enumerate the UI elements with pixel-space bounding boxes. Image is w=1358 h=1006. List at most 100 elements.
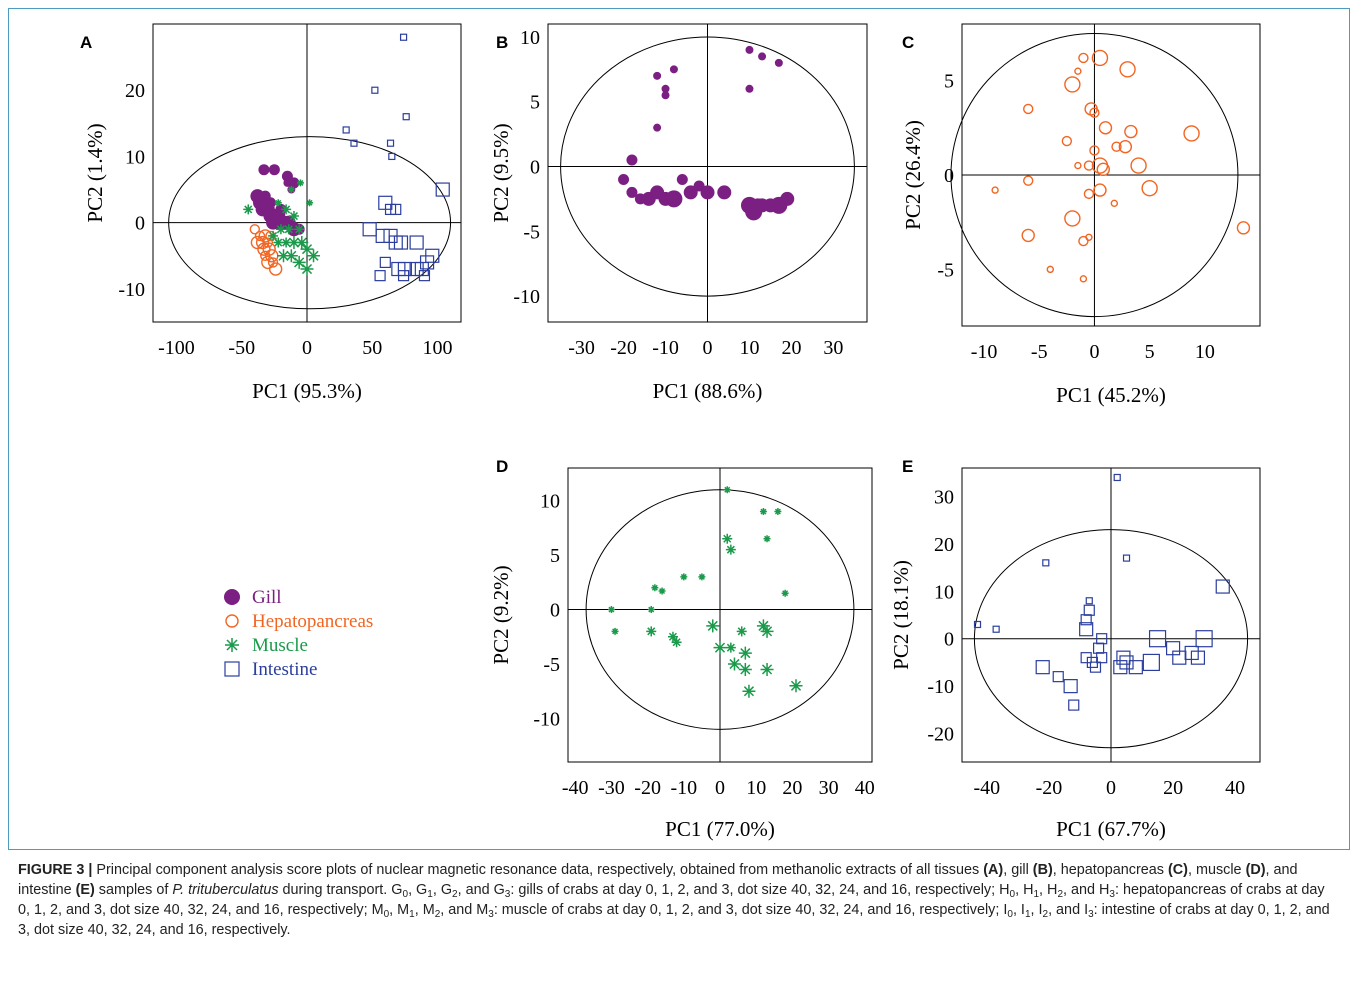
data-point bbox=[1183, 125, 1200, 142]
data-point bbox=[295, 236, 309, 250]
y-tick-label: 10 bbox=[934, 581, 954, 603]
x-tick-label: 0 bbox=[1089, 341, 1099, 363]
data-point bbox=[1080, 652, 1092, 664]
data-point bbox=[397, 270, 410, 282]
data-point bbox=[1078, 235, 1089, 247]
data-point bbox=[1063, 679, 1078, 694]
data-point bbox=[281, 204, 292, 215]
legend-intestine-icon bbox=[224, 661, 240, 677]
y-tick-label: 10 bbox=[125, 146, 145, 168]
y-tick-label: 0 bbox=[944, 165, 954, 187]
data-point bbox=[738, 662, 752, 676]
x-axis-label: PC1 (67.7%) bbox=[1056, 817, 1166, 841]
data-point bbox=[1089, 145, 1100, 156]
series-gill bbox=[250, 164, 305, 237]
data-point bbox=[758, 52, 767, 61]
data-point bbox=[1089, 107, 1100, 118]
y-tick-label: 5 bbox=[550, 545, 560, 567]
legend-gill-icon bbox=[224, 589, 240, 605]
data-point bbox=[1074, 161, 1082, 170]
data-point bbox=[661, 84, 670, 93]
data-point bbox=[698, 573, 706, 581]
data-point bbox=[399, 33, 408, 41]
data-point bbox=[653, 71, 662, 80]
data-point bbox=[646, 626, 657, 637]
data-point bbox=[1118, 139, 1133, 154]
data-point bbox=[667, 631, 678, 642]
data-point bbox=[700, 185, 715, 200]
x-tick-label: 5 bbox=[1145, 341, 1155, 363]
data-point bbox=[789, 679, 803, 693]
data-point bbox=[756, 619, 770, 633]
y-tick-label: -10 bbox=[533, 708, 560, 730]
data-point bbox=[1078, 52, 1089, 64]
panel-b: B -30 -20 -10 0 10 20 30 -10 -5 0 5 10 PC1 (88.6%) PC2… bbox=[489, 23, 868, 403]
data-point bbox=[1190, 650, 1206, 665]
y-tick-label: -10 bbox=[513, 286, 540, 308]
panel-label: A bbox=[80, 33, 92, 52]
data-point bbox=[1079, 275, 1088, 283]
data-point bbox=[676, 173, 688, 185]
data-point bbox=[607, 606, 615, 614]
data-point bbox=[680, 573, 688, 581]
data-point bbox=[626, 186, 638, 198]
x-tick-label: 0 bbox=[715, 777, 725, 799]
data-point bbox=[725, 544, 736, 555]
data-point bbox=[283, 224, 294, 235]
data-point bbox=[1042, 559, 1050, 567]
x-axis-label: PC1 (88.6%) bbox=[653, 379, 763, 403]
data-point bbox=[307, 249, 321, 263]
data-point bbox=[781, 589, 789, 597]
data-point bbox=[1130, 157, 1147, 174]
data-point bbox=[723, 486, 731, 494]
legend-muscle-icon bbox=[225, 638, 239, 652]
series-intestine bbox=[342, 33, 450, 282]
confidence-ellipse bbox=[973, 529, 1249, 749]
y-tick-label: 10 bbox=[540, 491, 560, 513]
x-tick-label: 30 bbox=[819, 777, 839, 799]
panel-e: E -40 -20 0 20 40 -20 -10 0 10 20 30 PC1 (67.7%) PC2 … bbox=[889, 457, 1261, 841]
y-axis-label: PC2 (1.4%) bbox=[83, 123, 107, 222]
data-point bbox=[992, 625, 1000, 633]
data-point bbox=[774, 58, 783, 67]
x-tick-label: 10 bbox=[746, 777, 766, 799]
data-point bbox=[738, 646, 752, 660]
data-point bbox=[1096, 162, 1110, 177]
x-tick-label: -10 bbox=[670, 777, 697, 799]
y-tick-label: -10 bbox=[927, 676, 954, 698]
data-point bbox=[1111, 141, 1122, 152]
data-point bbox=[1116, 650, 1131, 665]
data-point bbox=[287, 236, 301, 250]
data-point bbox=[254, 230, 266, 242]
x-tick-label: -50 bbox=[228, 337, 255, 359]
data-point bbox=[722, 533, 733, 544]
x-tick-label: -20 bbox=[634, 777, 661, 799]
data-point bbox=[393, 235, 409, 250]
data-point bbox=[1023, 175, 1034, 186]
data-point bbox=[300, 242, 314, 256]
data-point bbox=[388, 152, 396, 161]
x-tick-label: -5 bbox=[1031, 341, 1048, 363]
x-tick-label: -100 bbox=[158, 337, 195, 359]
y-tick-label: 0 bbox=[135, 213, 145, 235]
data-point bbox=[1093, 183, 1107, 197]
data-point bbox=[288, 211, 299, 222]
y-tick-label: 30 bbox=[934, 486, 954, 508]
data-point bbox=[1052, 671, 1064, 683]
data-point bbox=[661, 91, 670, 100]
data-point bbox=[1023, 103, 1034, 115]
data-point bbox=[647, 606, 655, 614]
legend: Gill Hepatopancreas Muscle Intestine bbox=[224, 587, 373, 680]
data-point bbox=[243, 204, 254, 215]
data-point bbox=[1122, 554, 1131, 562]
data-point bbox=[374, 270, 386, 282]
data-point bbox=[414, 261, 429, 277]
data-point bbox=[759, 508, 767, 516]
data-point bbox=[274, 199, 282, 207]
data-point bbox=[1083, 604, 1095, 616]
data-point bbox=[1074, 67, 1082, 75]
figure-caption: FIGURE 3 | Principal component analysis … bbox=[18, 862, 1330, 938]
figure-frame bbox=[8, 8, 1350, 850]
